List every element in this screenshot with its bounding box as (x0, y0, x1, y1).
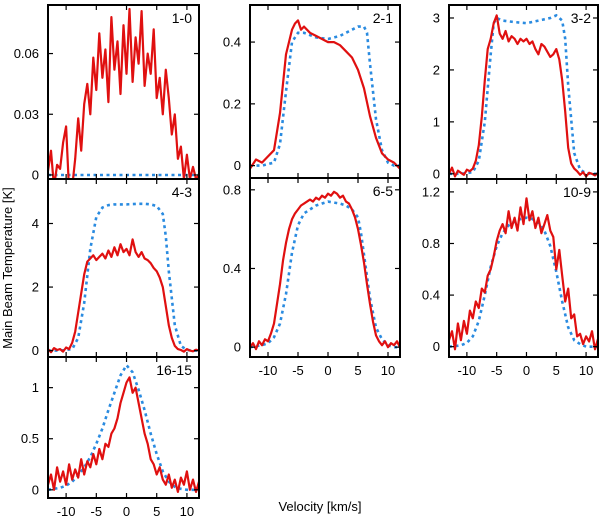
observed-line-2-1 (250, 19, 400, 170)
y-tick-label: 0.8 (422, 236, 440, 251)
transition-label: 10-9 (563, 184, 591, 200)
x-tick-label: 0 (123, 504, 130, 519)
y-tick-label: 0.5 (21, 431, 39, 446)
x-tick-label: -10 (57, 504, 76, 519)
panel-frame-10-9 (448, 178, 599, 358)
y-tick-label: 2 (433, 62, 440, 77)
panel-frame-16-15 (47, 356, 200, 499)
y-tick-label: 0.4 (223, 35, 241, 50)
y-tick-label: 0 (234, 340, 241, 355)
model-line-3-2 (449, 13, 598, 176)
x-tick-label: 10 (579, 363, 593, 378)
y-tick-label: 0.4 (422, 288, 440, 303)
x-tick-label: -5 (292, 363, 304, 378)
x-tick-label: -10 (457, 363, 476, 378)
panel-6-5: 0 0.4 0.8 -10 -5 0 5 10 6-5 (223, 177, 401, 378)
observed-line-6-5 (250, 190, 400, 351)
panel-16-15: 0 0.5 1 -10 -5 0 5 10 16-15 (21, 356, 200, 519)
y-tick-label: 3 (433, 10, 440, 25)
y-tick-label: 0 (32, 482, 39, 497)
transition-label: 16-15 (156, 362, 192, 378)
observed-line-1-0 (48, 7, 199, 179)
x-tick-label: -5 (91, 504, 103, 519)
panel-frame-3-2 (448, 4, 599, 180)
x-axis-title: Velocity [km/s] (278, 499, 361, 514)
observed-line-4-3 (48, 238, 199, 354)
transition-label: 6-5 (373, 183, 393, 199)
panel-4-3: 0 2 4 4-3 (32, 178, 200, 358)
x-tick-label: 10 (381, 363, 395, 378)
y-tick-label: 2 (32, 280, 39, 295)
y-tick-label: 0 (32, 343, 39, 358)
transition-label: 2-1 (373, 10, 393, 26)
model-line-6-5 (250, 200, 400, 349)
panel-2-1: 0 0.2 0.4 2-1 (223, 4, 401, 179)
panel-frame-6-5 (249, 177, 401, 358)
y-tick-label: 0 (32, 167, 39, 182)
panel-10-9: 0 0.4 0.8 1.2 -10 -5 0 5 10 10-9 (422, 178, 599, 378)
y-tick-label: 0.4 (223, 261, 241, 276)
x-tick-label: 5 (354, 363, 361, 378)
y-tick-label: 0.2 (223, 96, 241, 111)
y-tick-label: 0 (234, 158, 241, 173)
x-tick-label: -5 (491, 363, 503, 378)
y-tick-label: 1 (32, 380, 39, 395)
observed-line-16-15 (48, 376, 199, 493)
panel-3-2: 0 1 2 3 3-2 (433, 4, 599, 181)
x-tick-label: 5 (553, 363, 560, 378)
y-tick-label: 0.03 (14, 107, 39, 122)
model-line-2-1 (250, 25, 400, 167)
observed-line-10-9 (449, 197, 598, 351)
panel-1-0: 0 0.03 0.06 1-0 (14, 4, 200, 182)
x-tick-label: 0 (523, 363, 530, 378)
y-tick-label: 0.06 (14, 46, 39, 61)
x-tick-label: -10 (259, 363, 278, 378)
x-tick-label: 5 (153, 504, 160, 519)
y-tick-label: 1 (433, 114, 440, 129)
y-tick-label: 1.2 (422, 184, 440, 199)
y-tick-label: 0 (433, 339, 440, 354)
y-axis-title: Main Beam Temperature [K] (0, 187, 15, 349)
model-line-4-3 (48, 202, 199, 352)
transition-label: 3-2 (571, 10, 591, 26)
observed-line-3-2 (449, 14, 598, 178)
y-tick-label: 4 (32, 216, 39, 231)
x-tick-label: 0 (324, 363, 331, 378)
y-tick-label: 0 (433, 166, 440, 181)
transition-label: 1-0 (172, 10, 192, 26)
y-tick-label: 0.8 (223, 182, 241, 197)
model-line-10-9 (449, 216, 598, 349)
transition-label: 4-3 (172, 184, 192, 200)
x-tick-label: 10 (180, 504, 194, 519)
